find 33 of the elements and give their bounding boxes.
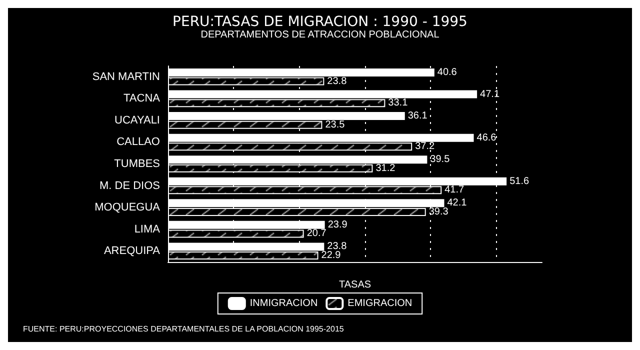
data-label: 22.9 — [321, 250, 342, 262]
data-label: 47.1 — [480, 88, 500, 100]
y-tick-label: UCAYALI — [114, 114, 160, 126]
data-label: 23.5 — [325, 119, 346, 130]
data-label: 51.6 — [510, 176, 530, 187]
data-label: 39.3 — [428, 206, 449, 218]
y-tick-label: AREQUIPA — [104, 245, 161, 258]
y-tick-label: TUMBES — [114, 158, 160, 170]
data-label: 31.2 — [376, 162, 396, 174]
data-label: 23.8 — [327, 76, 348, 87]
data-label: 39.5 — [430, 154, 450, 166]
y-tick-label: SAN MARTIN — [92, 70, 160, 83]
chart-subtitle: DEPARTAMENTOS DE ATRACCION POBLACIONAL — [200, 30, 440, 40]
legend-label: INMIGRACION — [250, 298, 318, 309]
y-tick-label: TACNA — [124, 92, 161, 105]
y-tick-label: LIMA — [134, 223, 161, 236]
x-axis-title: TASAS — [338, 280, 372, 290]
y-tick-label: M. DE DIOS — [99, 180, 160, 192]
y-tick-label: CALLAO — [116, 136, 160, 148]
data-label: 40.6 — [437, 66, 458, 78]
data-label: 42.1 — [447, 198, 468, 209]
data-label: 20.7 — [306, 228, 327, 240]
data-label: 23.8 — [327, 241, 348, 252]
data-label: 23.9 — [328, 219, 348, 230]
data-label: 46.6 — [476, 132, 497, 144]
chart-title: PERU:TASAS DE MIGRACION : 1990 - 1995 — [172, 14, 468, 30]
data-label: 36.1 — [408, 110, 428, 122]
data-label: 37.2 — [415, 141, 435, 152]
y-tick-label: MOQUEGUA — [94, 202, 161, 214]
data-label: 33.1 — [388, 98, 408, 109]
source-note: FUENTE: PERU:PROYECCIONES DEPARTAMENTALES DE LA POBLACION 1995-2015 — [23, 324, 344, 334]
legend-label: EMIGRACION — [348, 298, 412, 309]
data-label: 41.7 — [444, 184, 465, 196]
